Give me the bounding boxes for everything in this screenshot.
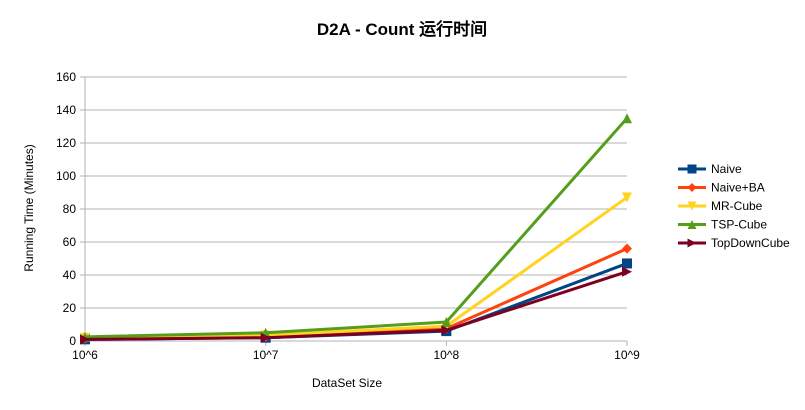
data-point xyxy=(622,113,632,124)
data-point xyxy=(80,334,90,345)
data-point xyxy=(441,317,452,328)
legend-label: Naive xyxy=(711,162,742,176)
legend-item: TSP-Cube xyxy=(678,218,767,232)
series-mr-cube xyxy=(80,192,632,343)
legend-marker xyxy=(687,238,697,248)
y-tick-label: 100 xyxy=(56,169,76,183)
x-tick-label: 10^8 xyxy=(434,348,460,362)
data-point xyxy=(622,192,632,203)
legend-marker xyxy=(687,201,697,211)
legend-marker xyxy=(687,164,697,174)
legend-item: MR-Cube xyxy=(678,199,763,213)
data-point xyxy=(441,325,452,336)
legend-item: Naive xyxy=(678,162,742,176)
legend-item: Naive+BA xyxy=(678,181,765,195)
series-lines xyxy=(80,113,632,345)
gridlines xyxy=(85,76,627,342)
series-line xyxy=(84,117,629,339)
data-point xyxy=(622,266,632,277)
y-tick-label: 20 xyxy=(63,301,77,315)
series-line xyxy=(84,270,628,341)
data-point xyxy=(260,332,271,343)
x-tick-label: 10^6 xyxy=(72,348,98,362)
legend-label: TopDownCube xyxy=(711,236,790,250)
legend: Naive Naive+BA MR-Cube TSP-Cube TopDownCube xyxy=(678,162,790,250)
legend-marker xyxy=(687,220,697,229)
legend-label: Naive+BA xyxy=(711,181,765,195)
legend-item: TopDownCube xyxy=(678,236,790,250)
y-tick-label: 80 xyxy=(63,202,77,216)
series-line xyxy=(84,196,628,340)
data-point xyxy=(622,258,632,269)
y-tick-label: 40 xyxy=(63,268,77,282)
legend-label: TSP-Cube xyxy=(711,218,767,232)
y-tick-label: 60 xyxy=(63,235,77,249)
x-tick-label: 10^9 xyxy=(614,348,640,362)
y-axis-label: Running Time (Minutes) xyxy=(22,144,36,271)
chart-title: D2A - Count 运行时间 xyxy=(317,19,487,39)
x-axis-label: DataSet Size xyxy=(312,376,382,390)
legend-marker xyxy=(687,183,697,192)
data-point xyxy=(622,243,632,254)
axes: 0 20 40 60 80 100 120 140 160 10^6 10^7 10^8 10^9 xyxy=(56,70,640,362)
y-tick-label: 0 xyxy=(69,334,76,348)
y-tick-label: 160 xyxy=(56,70,76,84)
legend-label: MR-Cube xyxy=(711,199,763,213)
series-topdowncube xyxy=(80,266,632,345)
x-tick-label: 10^7 xyxy=(253,348,279,362)
y-tick-label: 120 xyxy=(56,136,76,150)
y-tick-label: 140 xyxy=(56,103,76,117)
